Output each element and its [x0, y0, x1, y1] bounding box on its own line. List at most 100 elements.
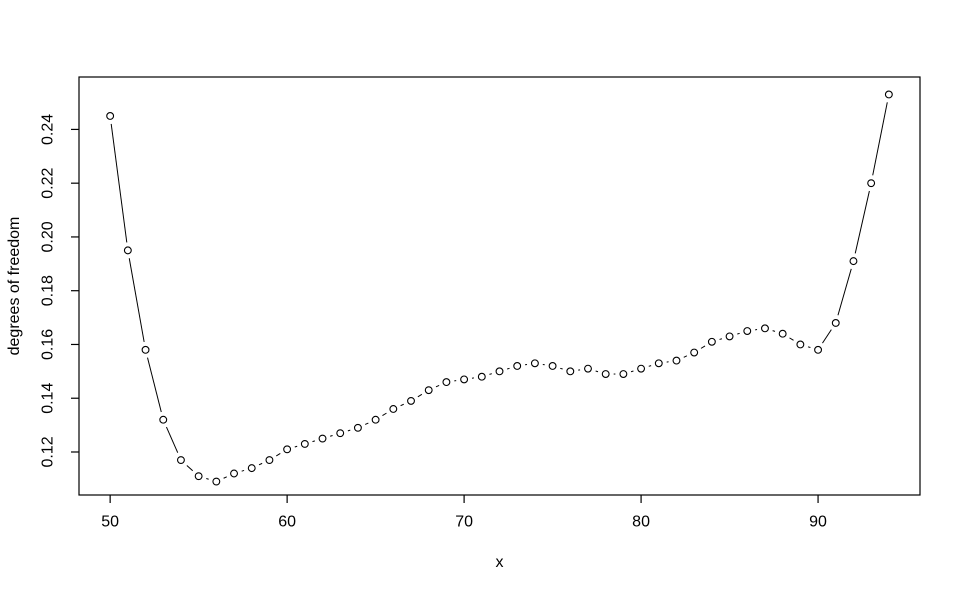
data-point-marker	[761, 324, 769, 333]
data-point-marker	[530, 359, 539, 368]
series-segment	[364, 422, 369, 425]
data-point-marker	[442, 378, 451, 387]
series-segment	[223, 476, 227, 479]
series-segment	[837, 268, 852, 316]
series-segment	[807, 346, 811, 348]
series-segment	[258, 462, 263, 466]
series-segment	[737, 332, 740, 335]
series-segment	[147, 357, 162, 413]
series-segment	[507, 367, 510, 370]
data-point-marker	[743, 327, 752, 335]
data-point-marker	[513, 362, 522, 370]
series-segment	[772, 330, 776, 332]
series-segment	[128, 258, 145, 343]
series-segment	[872, 102, 888, 176]
series-segment	[294, 445, 298, 448]
data-point-marker	[690, 348, 699, 357]
x-tick-label: 70	[455, 514, 473, 531]
data-point-marker	[725, 332, 734, 341]
data-point-marker	[265, 456, 274, 465]
series-segment	[683, 355, 688, 358]
x-axis-title: x	[495, 554, 504, 571]
series-segment	[595, 370, 599, 373]
data-point-marker	[353, 423, 362, 432]
plot-box	[78, 76, 921, 496]
series-segment	[186, 465, 194, 472]
data-point-marker	[707, 337, 716, 346]
series-segment	[789, 337, 794, 341]
data-point-marker	[601, 370, 610, 378]
y-axis-title: degrees of freedom	[6, 216, 23, 356]
y-tick-label: 0.20	[40, 221, 57, 252]
x-tick-label: 90	[809, 514, 827, 531]
data-point-marker	[407, 396, 415, 405]
series-segment	[854, 190, 870, 254]
data-point-marker	[300, 439, 309, 448]
y-tick-label: 0.16	[40, 329, 57, 360]
data-point-marker	[654, 359, 663, 368]
data-point-marker	[371, 415, 380, 424]
data-point-marker	[831, 319, 840, 327]
series-segment	[560, 367, 563, 370]
data-point-marker	[336, 429, 345, 438]
data-point-marker	[619, 370, 628, 378]
series-segment	[347, 429, 351, 432]
data-point-marker	[637, 364, 646, 373]
series-segment	[648, 365, 652, 367]
data-point-marker	[477, 372, 486, 381]
y-tick-label: 0.14	[40, 383, 57, 414]
series-segment	[435, 384, 440, 388]
y-tick-label: 0.18	[40, 275, 57, 306]
x-axis: 50 60 70 80 90	[101, 495, 827, 531]
data-point-marker	[672, 356, 681, 365]
data-point-marker	[247, 464, 256, 473]
data-point-marker	[849, 257, 858, 266]
series-segment	[330, 435, 333, 437]
series-segment	[206, 478, 209, 480]
data-point-marker	[123, 246, 132, 255]
data-point-marker	[194, 472, 203, 481]
data-point-marker	[584, 364, 592, 373]
series-segment	[382, 412, 387, 417]
data-series	[106, 90, 893, 486]
data-point-marker	[283, 445, 292, 454]
x-tick-label: 80	[632, 514, 650, 531]
data-point-marker	[424, 386, 433, 395]
data-point-marker	[212, 477, 221, 486]
data-point-marker	[495, 367, 504, 376]
data-point-marker	[548, 362, 557, 370]
data-point-marker	[141, 345, 150, 354]
series-segment	[312, 440, 316, 443]
data-point-marker	[460, 375, 469, 384]
series-segment	[400, 403, 404, 407]
series-segment	[822, 329, 832, 344]
data-point-marker	[566, 367, 575, 376]
series-segment	[417, 393, 423, 398]
data-point-marker	[318, 434, 327, 443]
series-segment	[489, 373, 492, 375]
series-segment	[700, 345, 706, 349]
y-tick-label: 0.24	[40, 114, 57, 145]
data-point-marker	[389, 405, 398, 413]
series-segment	[719, 338, 723, 340]
x-tick-label: 50	[101, 514, 119, 531]
data-point-marker	[814, 345, 823, 354]
series-segment	[110, 123, 128, 243]
series-segment	[630, 370, 634, 373]
data-point-marker	[106, 112, 115, 120]
data-point-marker	[884, 90, 893, 99]
data-point-marker	[778, 329, 787, 338]
data-point-marker	[230, 469, 238, 478]
data-point-marker	[867, 179, 876, 188]
data-point-marker	[159, 415, 168, 424]
x-tick-label: 60	[278, 514, 296, 531]
series-segment	[165, 426, 179, 453]
y-tick-label: 0.12	[40, 436, 57, 467]
series-segment	[241, 469, 245, 472]
y-axis: 0.12 0.14 0.16 0.18 0.20 0.22 0.24	[40, 114, 79, 468]
y-tick-label: 0.22	[40, 168, 57, 199]
series-segment	[276, 453, 281, 457]
data-point-marker	[176, 456, 185, 465]
